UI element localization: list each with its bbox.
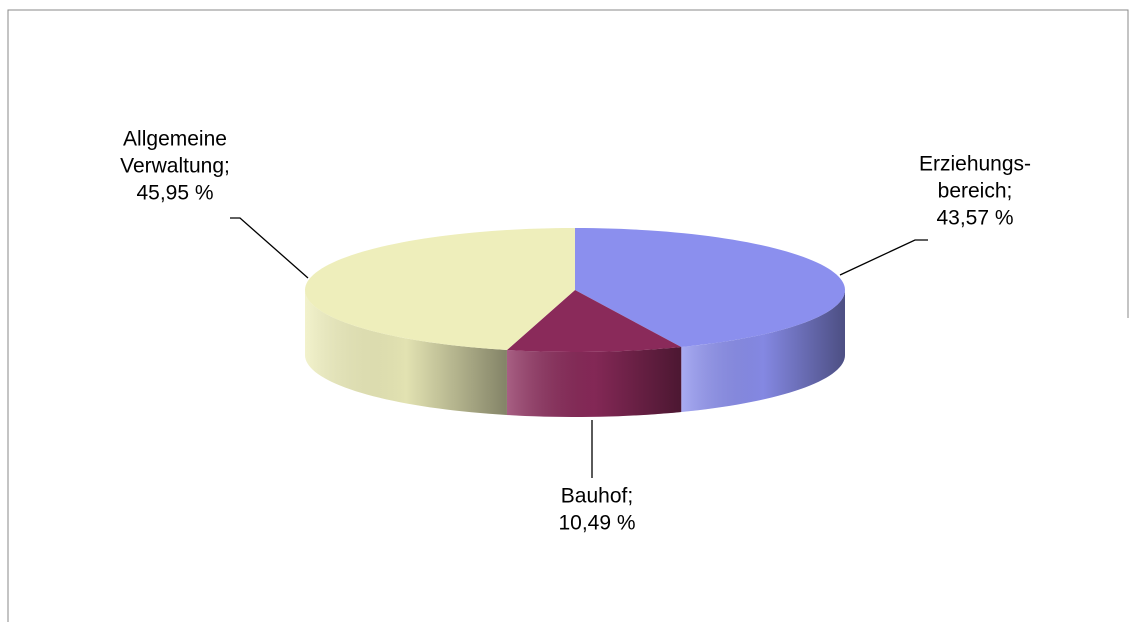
leader-line <box>839 239 928 276</box>
leader-line <box>230 217 309 279</box>
data-label-value: 45,95 % <box>136 182 213 205</box>
slice <box>575 228 845 348</box>
data-label-name: bereich; <box>938 180 1013 203</box>
slice-side-shade <box>681 290 845 413</box>
data-label-name: Erziehungs- <box>919 153 1031 176</box>
slice <box>305 228 575 350</box>
data-label-name: Bauhof; <box>561 485 633 508</box>
data-label-value: 43,57 % <box>936 207 1013 230</box>
slice-side-shade <box>506 347 682 417</box>
slice-side-shade <box>305 290 507 415</box>
data-label-name: Allgemeine <box>123 128 227 151</box>
data-label-name: Verwaltung; <box>120 155 230 178</box>
data-label-value: 10,49 % <box>558 512 635 535</box>
chart-frame <box>7 9 1129 622</box>
slice <box>506 290 682 352</box>
